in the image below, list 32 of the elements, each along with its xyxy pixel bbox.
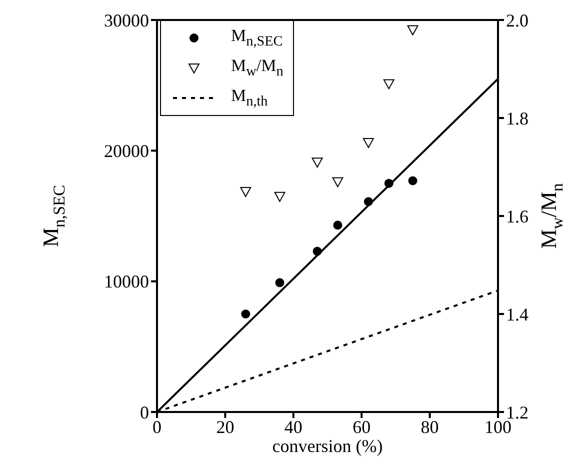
point (383, 79, 394, 90)
y2-tick-label: 1.2 (506, 402, 528, 422)
point (332, 177, 344, 188)
y2-tick-label: 1.6 (506, 206, 528, 226)
x-axis-title: conversion (%) (272, 436, 383, 456)
point (312, 246, 322, 256)
x-tick-label: 40 (284, 416, 302, 437)
y2-tick-label: 1.8 (506, 108, 528, 128)
legend-label: M$_{n,SEC}$ (231, 26, 283, 50)
y-tick-label: 10000 (104, 272, 149, 292)
y-tick-label: 30000 (104, 10, 149, 30)
point (240, 187, 252, 197)
point (364, 197, 373, 206)
point (274, 192, 286, 202)
point (312, 158, 323, 168)
point (241, 310, 250, 318)
point (275, 278, 284, 288)
y2-tick-label: 2.0 (506, 10, 528, 30)
point (384, 178, 394, 188)
point (408, 176, 418, 186)
y2-tick-label: 1.4 (506, 304, 528, 324)
legend-label: M$_{n,th}$ (231, 86, 268, 110)
x-tick-label: 60 (352, 416, 371, 437)
point (333, 220, 342, 230)
legend-label: M$_{w}$/M$_{n}$ (231, 56, 284, 80)
x-tick-label: 80 (420, 416, 439, 437)
x-tick-label: 0 (152, 416, 162, 437)
point (407, 25, 418, 36)
x-tick-label: 20 (216, 416, 234, 437)
y-tick-label: 0 (140, 402, 149, 422)
y-tick-label: 20000 (104, 141, 149, 162)
point (362, 138, 374, 148)
